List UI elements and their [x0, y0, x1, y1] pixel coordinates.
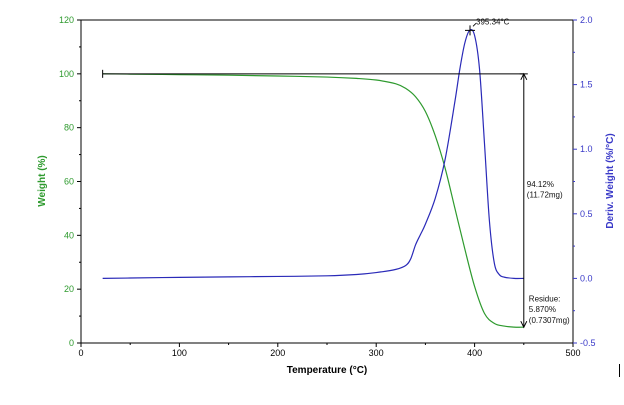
x-tick-label: 400: [467, 348, 482, 358]
y-tick-label: 60: [64, 177, 74, 187]
x-tick-label: 300: [369, 348, 384, 358]
peak-leader-line: [472, 23, 477, 27]
loss-arrow-top: [519, 72, 528, 81]
y2-tick-label: 0.0: [580, 273, 593, 283]
series-deriv-weight-line: [102, 29, 524, 280]
x-tick-label: 100: [172, 348, 187, 358]
x-tick-label: 0: [78, 348, 83, 358]
residue-mass-label: (0.7307mg): [529, 316, 570, 325]
loss-arrow-bottom: [520, 320, 528, 329]
series-weight-line: [102, 73, 524, 328]
y-tick-label: 20: [64, 284, 74, 294]
y-tick-label: 100: [59, 69, 74, 79]
peak-marker: [465, 25, 476, 36]
weight-loss-percent-label: 94.12%: [527, 180, 554, 189]
y-axis-right-title: Deriv. Weight (%/°C): [605, 133, 616, 228]
y-tick-label: 40: [64, 230, 74, 240]
residue-title-label: Residue:: [529, 294, 561, 303]
plot-frame: [80, 19, 574, 344]
annotations: 395.34°C 94.12% (11.72mg) Residue: 5.870…: [102, 17, 570, 329]
text-cursor-mark: [619, 364, 620, 377]
y2-tick-label: 0.5: [580, 209, 593, 219]
peak-temperature-label: 395.34°C: [476, 17, 510, 26]
y-axis-right: -0.5 0.0 0.5 1.0 1.5 2.0: [573, 15, 596, 348]
y-tick-label: 120: [59, 15, 74, 25]
y2-tick-label: 1.5: [580, 80, 593, 90]
y2-tick-label: -0.5: [580, 338, 596, 348]
y2-tick-label: 1.0: [580, 144, 593, 154]
y-tick-label: 0: [69, 338, 74, 348]
residue-percent-label: 5.870%: [529, 305, 556, 314]
x-tick-label: 200: [270, 348, 285, 358]
y-axis-left-title: Weight (%): [37, 155, 48, 206]
x-tick-label: 500: [565, 348, 580, 358]
y-axis-left: 0 20 40 60 80 100 120: [59, 15, 81, 348]
y-tick-label: 80: [64, 123, 74, 133]
weight-loss-mass-label: (11.72mg): [527, 191, 563, 200]
x-axis-title: Temperature (°C): [287, 365, 368, 376]
x-axis: 0 100 200 300 400 500: [78, 343, 581, 358]
y2-tick-label: 2.0: [580, 15, 593, 25]
